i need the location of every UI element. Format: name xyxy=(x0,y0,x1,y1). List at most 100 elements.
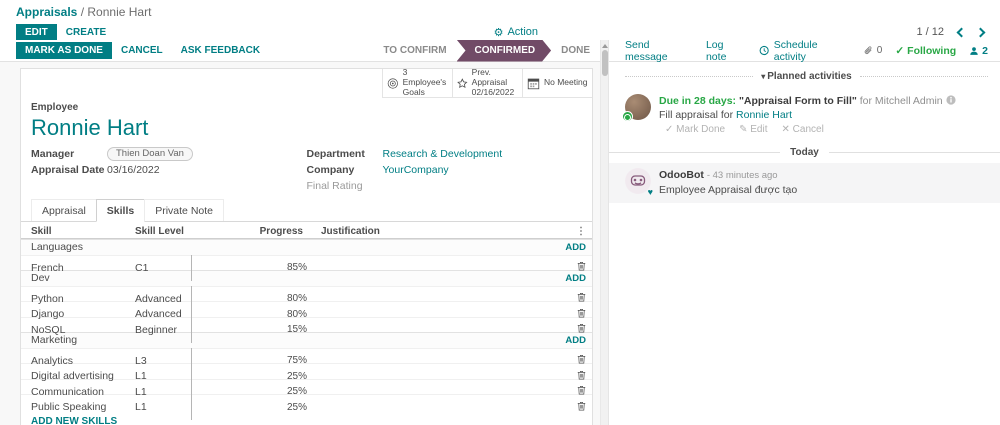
delete-skill-button[interactable] xyxy=(562,308,586,321)
employee-block: Employee Ronnie Hart xyxy=(21,98,592,141)
pager-next-icon[interactable] xyxy=(975,27,986,37)
following-label: Following xyxy=(907,44,957,57)
skill-row[interactable]: Communication L1 25% xyxy=(21,378,592,405)
skill-row[interactable]: Digital advertising L1 25% xyxy=(21,363,592,389)
add-skill-button[interactable]: ADD xyxy=(565,272,586,284)
mark-done-button[interactable]: ✓ Mark Done xyxy=(665,124,726,135)
skill-row[interactable]: Analytics L3 75% xyxy=(21,347,592,374)
prev-appraisal-icon xyxy=(457,77,468,88)
skill-level: L1 xyxy=(135,401,147,413)
skill-section-row: Marketing ADD xyxy=(21,332,592,348)
mark-as-done-button[interactable]: MARK AS DONE xyxy=(16,42,112,59)
progress-percent: 75% xyxy=(287,355,308,366)
schedule-activity-button[interactable]: Schedule activity xyxy=(759,39,847,63)
info-icon[interactable] xyxy=(945,95,956,105)
edit-activity-button[interactable]: ✎ Edit xyxy=(739,124,768,135)
scrollbar-up-icon[interactable] xyxy=(601,44,608,48)
message-author[interactable]: OdooBot xyxy=(659,169,704,181)
department-value[interactable]: Research & Development xyxy=(382,148,503,160)
progress-bar xyxy=(191,394,192,420)
form-sheet: 3 Employee's Goals Prev. Appraisal 02/16… xyxy=(20,68,593,425)
pager-previous-icon[interactable] xyxy=(956,27,967,37)
scrollbar-thumb[interactable] xyxy=(601,50,608,76)
progress-bar xyxy=(191,378,192,405)
skill-row[interactable]: French C1 85% xyxy=(21,254,592,281)
pager-count: 1 / 12 xyxy=(916,26,944,38)
create-button[interactable]: CREATE xyxy=(57,24,115,41)
delete-skill-button[interactable] xyxy=(562,385,586,398)
add-new-skills-link[interactable]: ADD NEW SKILLS xyxy=(31,415,118,425)
progress-percent: 80% xyxy=(287,293,308,304)
message-body: Employee Appraisal được tạo xyxy=(659,184,798,196)
avatar xyxy=(622,94,651,122)
appraisal-date-value[interactable]: 03/16/2022 xyxy=(107,164,160,176)
planned-activities-toggle[interactable]: ▾ Planned activities xyxy=(761,71,852,82)
breadcrumb-separator: / xyxy=(80,5,85,19)
add-skill-button[interactable]: ADD xyxy=(565,334,586,346)
delete-skill-button[interactable] xyxy=(562,354,586,367)
paperclip-icon xyxy=(864,46,872,54)
tab-skills[interactable]: Skills xyxy=(95,199,146,222)
breadcrumb: Appraisals / Ronnie Hart xyxy=(16,5,984,19)
delete-skill-button[interactable] xyxy=(562,323,586,336)
skill-row[interactable]: NoSQL Beginner 15% xyxy=(21,316,592,343)
status-to-confirm[interactable]: TO CONFIRM xyxy=(383,45,447,56)
progress-percent: 25% xyxy=(287,401,308,413)
col-progress: Progress xyxy=(259,225,303,237)
cancel-button[interactable]: CANCEL xyxy=(112,42,172,59)
delete-skill-button[interactable] xyxy=(562,261,586,274)
manager-tag[interactable]: Thien Doan Van xyxy=(107,147,193,161)
tab-private-note[interactable]: Private Note xyxy=(144,199,224,221)
check-icon: ✓ xyxy=(665,124,674,135)
form-pane: MARK AS DONE CANCEL ASK FEEDBACK TO CONF… xyxy=(0,40,600,425)
action-menu[interactable]: ⚙ Action xyxy=(115,26,916,39)
skill-level: Beginner xyxy=(135,323,178,336)
schedule-activity-label: Schedule activity xyxy=(773,38,818,63)
skill-row[interactable]: Python Advanced 80% xyxy=(21,285,592,312)
trash-icon xyxy=(577,385,586,395)
progress-percent: 15% xyxy=(287,324,308,335)
cancel-activity-button[interactable]: ✕ Cancel xyxy=(781,124,824,135)
meeting-button[interactable]: No Meeting xyxy=(522,69,592,98)
skill-row[interactable]: Django Advanced 80% xyxy=(21,301,592,327)
goals-count-label: 3 Employee's xyxy=(402,67,447,88)
edit-button[interactable]: EDIT xyxy=(16,23,57,41)
delete-skill-button[interactable] xyxy=(562,401,586,414)
add-skill-button[interactable]: ADD xyxy=(565,241,586,253)
status-confirmed[interactable]: CONFIRMED xyxy=(457,40,552,62)
employee-field-label: Employee xyxy=(31,102,79,113)
followers-button[interactable]: 2 xyxy=(969,45,988,57)
final-rating-label: Final Rating xyxy=(306,180,363,192)
activity-summary: Fill appraisal for xyxy=(659,109,734,121)
send-message-button[interactable]: Send message xyxy=(625,38,668,63)
prev-appraisal-button[interactable]: Prev. Appraisal 02/16/2022 xyxy=(452,68,522,98)
attachments-button[interactable]: 0 xyxy=(863,45,882,56)
delete-skill-button[interactable] xyxy=(562,292,586,305)
log-note-button[interactable]: Log note xyxy=(705,38,727,63)
skill-section-row: Dev ADD xyxy=(21,270,592,286)
breadcrumb-appraisals-link[interactable]: Appraisals xyxy=(16,5,78,19)
progress-percent: 25% xyxy=(287,386,308,397)
activity-employee-link[interactable]: Ronnie Hart xyxy=(736,109,793,121)
skills-table-body: Languages ADD French C1 85% Dev ADD Pyth… xyxy=(21,239,592,420)
today-label: Today xyxy=(790,147,819,158)
delete-skill-button[interactable] xyxy=(562,370,586,383)
company-value[interactable]: YourCompany xyxy=(382,164,449,176)
skill-row[interactable]: Public Speaking L1 25% xyxy=(21,394,592,420)
table-options-icon[interactable]: ⋮ xyxy=(576,225,586,237)
today-divider: Today xyxy=(609,143,1000,163)
skill-section-name: Dev xyxy=(31,272,50,285)
tab-appraisal[interactable]: Appraisal xyxy=(31,199,97,221)
ask-feedback-button[interactable]: ASK FEEDBACK xyxy=(172,42,269,59)
check-icon: ✓ xyxy=(895,44,905,57)
trash-icon xyxy=(577,354,586,364)
progress-bar xyxy=(191,363,192,389)
skill-level: Advanced xyxy=(135,308,182,320)
company-label: Company xyxy=(306,164,355,176)
employee-goals-button[interactable]: 3 Employee's Goals xyxy=(382,67,452,98)
divider-line xyxy=(609,152,781,153)
following-button[interactable]: ✓ Following xyxy=(895,45,956,57)
status-done[interactable]: DONE xyxy=(561,45,590,56)
vertical-scrollbar[interactable] xyxy=(600,40,608,425)
field-group: Manager Thien Doan Van Appraisal Date 03… xyxy=(21,146,592,194)
